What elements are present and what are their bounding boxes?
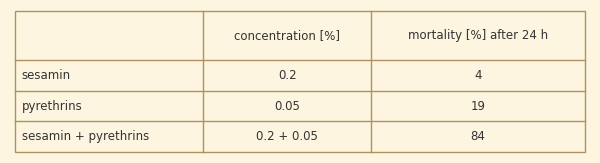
Text: 0.2 + 0.05: 0.2 + 0.05 <box>256 130 318 143</box>
Text: concentration [%]: concentration [%] <box>234 30 340 42</box>
Text: sesamin + pyrethrins: sesamin + pyrethrins <box>22 130 149 143</box>
Bar <box>15 11 585 152</box>
Text: 0.05: 0.05 <box>274 100 300 112</box>
Text: 4: 4 <box>475 69 482 82</box>
Text: 0.2: 0.2 <box>278 69 296 82</box>
Text: 19: 19 <box>470 100 485 112</box>
Text: sesamin: sesamin <box>22 69 71 82</box>
Text: 84: 84 <box>470 130 485 143</box>
Text: mortality [%] after 24 h: mortality [%] after 24 h <box>408 30 548 42</box>
Text: pyrethrins: pyrethrins <box>22 100 83 112</box>
